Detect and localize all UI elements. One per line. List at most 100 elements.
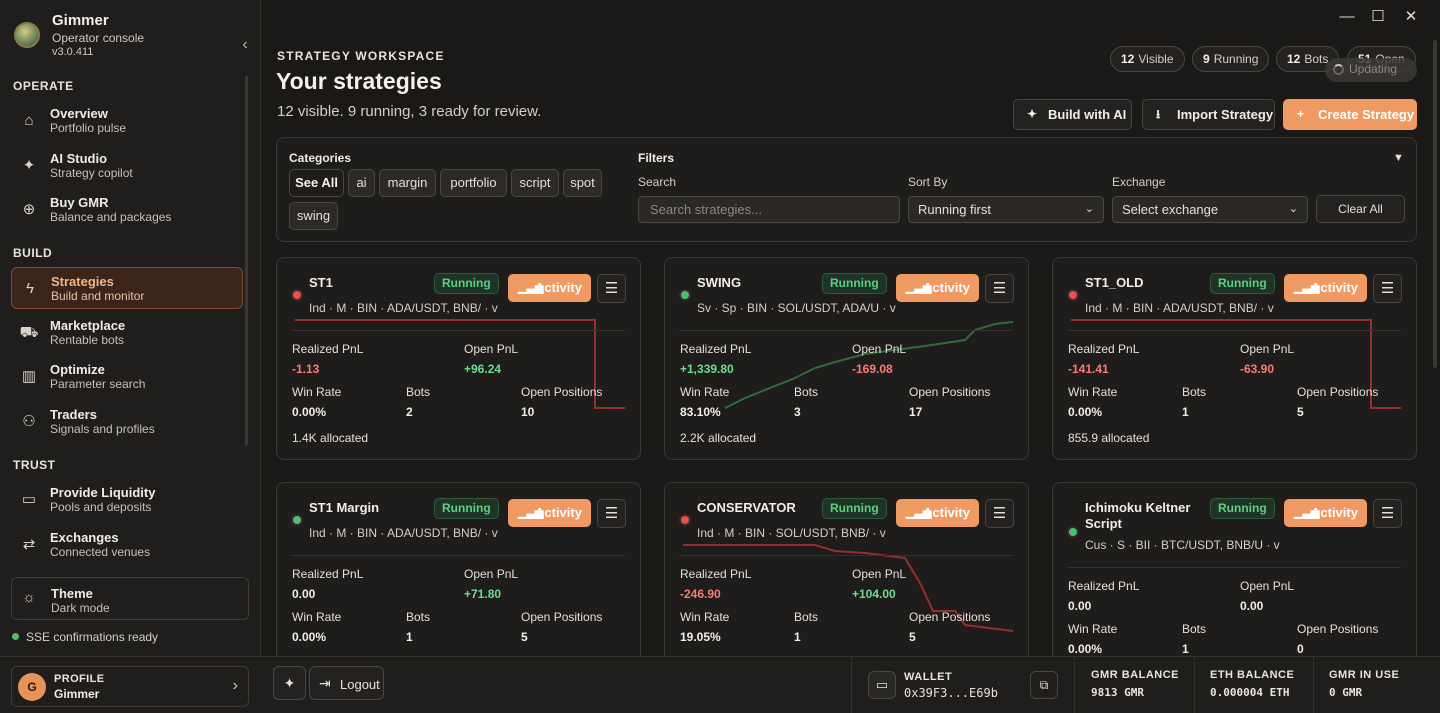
strategy-card[interactable]: SWING Running ▁▃▅ Activity ☰ Sv · Sp · BI… xyxy=(664,257,1029,460)
category-script[interactable]: script xyxy=(511,169,559,197)
category-spot[interactable]: spot xyxy=(563,169,602,197)
sparkle-icon: ✦ xyxy=(22,157,36,174)
import-strategy-button[interactable]: ⭳ Import Strategy xyxy=(1142,99,1275,130)
sidebar-item-sub: Build and monitor xyxy=(51,289,145,303)
chevron-down-icon: ⌄ xyxy=(1084,203,1094,215)
category-swing[interactable]: swing xyxy=(289,202,338,230)
maximize-icon[interactable]: ☐ xyxy=(1371,8,1385,25)
activity-button[interactable]: ▁▃▅ Activity xyxy=(896,499,979,527)
open-pnl: Open PnL 0.00 xyxy=(1240,579,1294,613)
open-positions: Open Positions 17 xyxy=(909,385,990,419)
sort-select[interactable]: Running first ⌄ xyxy=(908,196,1104,223)
card-menu-button[interactable]: ☰ xyxy=(985,499,1014,528)
strategy-card[interactable]: CONSERVATOR Running ▁▃▅ Activity ☰ Ind · … xyxy=(664,482,1029,672)
profile-button[interactable]: G PROFILE Gimmer › xyxy=(11,666,249,707)
realized-pnl: Realized PnL -1.13 xyxy=(292,342,363,376)
strategy-card[interactable]: ST1_OLD Running ▁▃▅ Activity ☰ Ind · M · … xyxy=(1052,257,1417,460)
theme-toggle[interactable]: ☼ Theme Dark mode xyxy=(11,577,249,620)
strategy-card[interactable]: ST1 Margin Running ▁▃▅ Activity ☰ Ind · M… xyxy=(276,482,641,672)
sse-status: SSE confirmations ready xyxy=(12,630,158,644)
bots-count: Bots 1 xyxy=(1182,622,1206,656)
activity-button[interactable]: ▁▃▅ Activity xyxy=(508,274,591,302)
stat-value: 1 xyxy=(794,630,801,644)
strategy-meta: Ind · M · BIN · ADA/USDT, BNB/ · v xyxy=(309,526,498,540)
bar-chart-icon: ▁▃▅ xyxy=(518,507,544,519)
sun-icon: ☼ xyxy=(22,589,36,606)
sidebar-item-overview[interactable]: ⌂ Overview Portfolio pulse xyxy=(11,100,243,142)
card-menu-button[interactable]: ☰ xyxy=(597,499,626,528)
main-scrollbar[interactable] xyxy=(1433,40,1437,368)
build-with-ai-button[interactable]: ✦ Build with AI xyxy=(1013,99,1132,130)
open-pnl: Open PnL +96.24 xyxy=(464,342,518,376)
stat-label: Realized PnL xyxy=(680,567,752,581)
sidebar-item-optimize[interactable]: ▥ Optimize Parameter search xyxy=(11,356,243,398)
sidebar-item-marketplace[interactable]: ⛟ Marketplace Rentable bots xyxy=(11,312,243,354)
clear-all-button[interactable]: Clear All xyxy=(1316,195,1405,223)
activity-button[interactable]: ▁▃▅ Activity xyxy=(1284,274,1367,302)
stat-value: -246.90 xyxy=(680,587,721,601)
card-menu-button[interactable]: ☰ xyxy=(1373,274,1402,303)
divider xyxy=(1067,567,1401,568)
build-with-ai-label: Build with AI xyxy=(1048,107,1127,122)
category-margin[interactable]: margin xyxy=(379,169,436,197)
sidebar-item-label: Exchanges xyxy=(50,530,119,545)
sidebar-item-strategies[interactable]: ϟ Strategies Build and monitor xyxy=(11,267,243,309)
search-input[interactable]: Search strategies... xyxy=(638,196,900,223)
sidebar: Gimmer Operator console v3.0.411 ‹ OPERA… xyxy=(0,0,261,713)
stat-label: Win Rate xyxy=(292,610,342,624)
sidebar-item-label: Marketplace xyxy=(50,318,126,333)
strategy-meta: Ind · M · BIN · SOL/USDT, BNB/ · v xyxy=(697,526,886,540)
sidebar-item-exchanges[interactable]: ⇄ Exchanges Connected venues xyxy=(11,524,243,566)
card-icon: ▭ xyxy=(21,491,37,508)
exchange-select[interactable]: Select exchange ⌄ xyxy=(1112,196,1308,223)
category-see-all[interactable]: See All xyxy=(289,169,344,197)
plus-circle-icon: ⊕ xyxy=(22,201,36,218)
strategy-name: ST1_OLD xyxy=(1085,275,1144,290)
sidebar-item-label: Provide Liquidity xyxy=(50,485,156,500)
activity-button[interactable]: ▁▃▅ Activity xyxy=(896,274,979,302)
realized-pnl: Realized PnL 0.00 xyxy=(292,567,363,601)
sidebar-scrollbar[interactable] xyxy=(245,76,248,446)
minimize-icon[interactable]: — xyxy=(1339,8,1355,25)
spinner-icon xyxy=(1333,64,1344,75)
divider xyxy=(291,555,625,556)
ai-assistant-button[interactable]: ✦ xyxy=(273,666,306,700)
plus-icon: + xyxy=(1297,107,1305,121)
sidebar-item-ai-studio[interactable]: ✦ AI Studio Strategy copilot xyxy=(11,145,243,187)
stat-label: Open PnL xyxy=(1240,579,1295,593)
avatar: G xyxy=(18,673,46,701)
activity-button[interactable]: ▁▃▅ Activity xyxy=(508,499,591,527)
card-menu-button[interactable]: ☰ xyxy=(1373,499,1402,528)
strategy-name: Ichimoku Keltner Script xyxy=(1085,500,1191,531)
sidebar-item-sub: Strategy copilot xyxy=(50,166,133,180)
create-strategy-button[interactable]: + Create Strategy xyxy=(1283,99,1417,130)
open-positions: Open Positions 5 xyxy=(909,610,990,644)
sidebar-item-buy-gmr[interactable]: ⊕ Buy GMR Balance and packages xyxy=(11,189,243,231)
balance-label: ETH BALANCE xyxy=(1210,669,1295,681)
logout-button[interactable]: ⇥ Logout xyxy=(309,666,384,700)
stat-value: 0.00 xyxy=(1068,599,1092,613)
stat-label: Bots xyxy=(794,610,819,624)
card-menu-button[interactable]: ☰ xyxy=(985,274,1014,303)
status-dot xyxy=(291,514,303,526)
category-portfolio[interactable]: portfolio xyxy=(440,169,507,197)
balance-label: GMR IN USE xyxy=(1329,669,1400,681)
copy-icon[interactable]: ⧉ xyxy=(1030,671,1058,699)
activity-button[interactable]: ▁▃▅ Activity xyxy=(1284,499,1367,527)
collapse-sidebar-icon[interactable]: ‹ xyxy=(242,36,248,53)
category-ai[interactable]: ai xyxy=(348,169,375,197)
win-rate: Win Rate 19.05% xyxy=(680,610,729,644)
close-icon[interactable]: ✕ xyxy=(1404,8,1418,25)
sidebar-item-sub: Connected venues xyxy=(50,545,151,559)
home-icon: ⌂ xyxy=(24,112,34,129)
sidebar-item-traders[interactable]: ⚇ Traders Signals and profiles xyxy=(11,401,243,443)
strategy-card[interactable]: ST1 Running ▁▃▅ Activity ☰ Ind · M · BIN … xyxy=(276,257,641,460)
logout-icon: ⇥ xyxy=(319,675,331,691)
stat-label: Win Rate xyxy=(1068,385,1118,399)
strategy-card[interactable]: Ichimoku Keltner Script Running ▁▃▅ Activ… xyxy=(1052,482,1417,672)
sidebar-item-sub: Balance and packages xyxy=(50,210,172,224)
realized-pnl: Realized PnL +1,339.80 xyxy=(680,342,751,376)
sidebar-item-provide-liquidity[interactable]: ▭ Provide Liquidity Pools and deposits xyxy=(11,479,243,521)
card-menu-button[interactable]: ☰ xyxy=(597,274,626,303)
collapse-filters-icon[interactable]: ▼ xyxy=(1393,152,1404,164)
